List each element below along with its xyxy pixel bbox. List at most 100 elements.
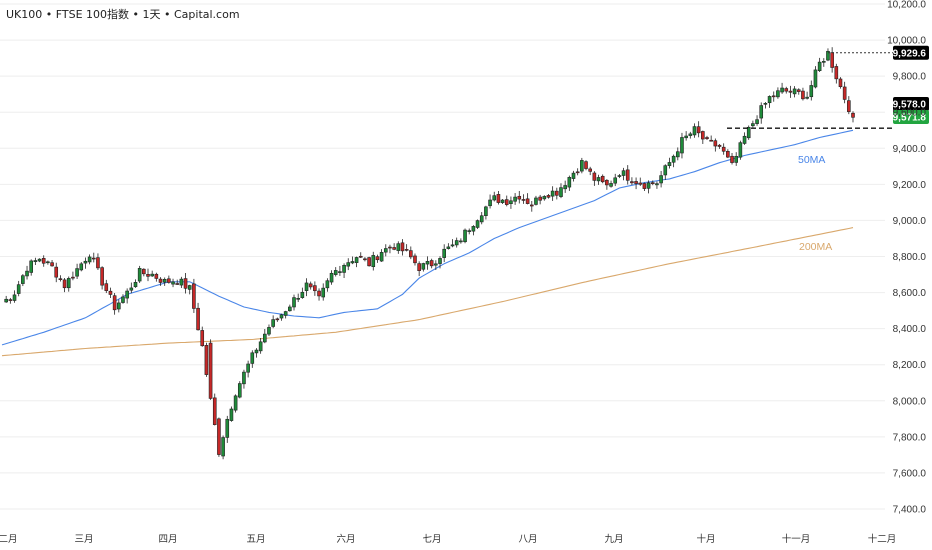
candle-body xyxy=(446,246,451,249)
x-tick-label: 四月 xyxy=(158,534,177,545)
candle-body xyxy=(325,280,330,289)
candle-body xyxy=(830,52,834,68)
candle xyxy=(117,299,121,313)
candle xyxy=(734,152,738,166)
candle-body xyxy=(196,307,200,331)
candle xyxy=(225,415,230,443)
candle xyxy=(96,253,100,271)
candle xyxy=(580,157,584,174)
candle-body xyxy=(342,265,346,273)
candle-body xyxy=(592,172,597,181)
candle-body xyxy=(475,220,480,228)
candle xyxy=(467,228,472,235)
candle xyxy=(16,280,21,297)
candle-body xyxy=(575,171,580,174)
price-levels: 9,929.6 9,578.0 9,571.8 xyxy=(727,45,929,129)
candle xyxy=(759,102,764,124)
candle xyxy=(283,310,288,319)
price-tag-label: 9,578.0 xyxy=(893,100,927,111)
y-tick-label: 7,600.0 xyxy=(893,468,927,479)
candle-body xyxy=(275,318,280,321)
candle xyxy=(383,244,388,257)
candle xyxy=(592,171,597,186)
y-tick-label: 7,800.0 xyxy=(893,432,927,443)
candle xyxy=(8,297,13,304)
candle-body xyxy=(738,142,743,158)
candle-body xyxy=(650,182,655,184)
candle xyxy=(838,77,843,89)
x-tick-label: 二月 xyxy=(0,534,18,545)
candle xyxy=(851,111,855,123)
candle xyxy=(154,272,159,282)
candle xyxy=(663,164,668,181)
candle-body xyxy=(559,187,563,197)
candle xyxy=(41,255,46,267)
candle-body xyxy=(388,246,392,249)
candle-body xyxy=(167,278,171,283)
candle xyxy=(809,80,814,101)
y-tick-label: 9,600.0 xyxy=(893,108,927,119)
candle-body xyxy=(567,177,572,188)
candle xyxy=(304,278,309,297)
candle xyxy=(300,287,305,299)
candle-body xyxy=(571,172,576,179)
candle xyxy=(71,271,75,281)
candle xyxy=(379,249,384,262)
candle xyxy=(559,183,563,199)
candle-body xyxy=(484,206,488,216)
candle xyxy=(254,348,259,358)
candle-body xyxy=(434,263,438,266)
candle-body xyxy=(646,182,651,189)
candle xyxy=(333,267,338,277)
candle xyxy=(613,173,618,187)
y-tick-label: 8,000.0 xyxy=(893,396,927,407)
candle-body xyxy=(763,103,768,105)
candle xyxy=(217,417,221,457)
candle xyxy=(534,195,538,206)
candle-body xyxy=(801,90,805,100)
candle xyxy=(263,328,267,344)
candle-body xyxy=(409,250,413,258)
candle xyxy=(346,258,351,271)
candle xyxy=(776,87,780,99)
candle xyxy=(192,278,196,313)
candle-body xyxy=(671,155,676,163)
candle xyxy=(171,278,175,288)
candle xyxy=(108,287,113,299)
candle xyxy=(721,143,726,155)
ma200-path xyxy=(1,227,854,357)
candle-body xyxy=(304,282,309,292)
candle xyxy=(404,244,409,252)
candle-body xyxy=(171,281,175,285)
candle-body xyxy=(192,283,196,309)
candle-body xyxy=(279,314,284,319)
candle-body xyxy=(217,418,221,455)
candle-body xyxy=(688,133,693,136)
candle-body xyxy=(8,299,13,301)
candle xyxy=(450,239,455,248)
candle-body xyxy=(425,261,430,265)
candle xyxy=(221,435,225,460)
candle xyxy=(150,270,154,277)
candle xyxy=(33,257,38,266)
ma-labels: 50MA 200MA xyxy=(798,154,832,253)
candle-body xyxy=(212,397,217,425)
candle-body xyxy=(538,196,542,201)
ma50-line xyxy=(1,129,854,346)
grid xyxy=(0,3,885,510)
candle-body xyxy=(21,275,25,284)
candle xyxy=(817,57,822,73)
candle-body xyxy=(283,311,288,316)
candle-body xyxy=(329,272,334,283)
candle-body xyxy=(746,126,751,139)
candle xyxy=(755,115,759,126)
candle xyxy=(826,48,830,62)
candle-body xyxy=(630,181,634,184)
price-tag-bg xyxy=(893,110,929,124)
candle xyxy=(162,277,167,286)
candle-body xyxy=(742,135,747,144)
candle xyxy=(605,179,609,190)
candle-body xyxy=(609,183,613,187)
candle-body xyxy=(555,190,559,196)
